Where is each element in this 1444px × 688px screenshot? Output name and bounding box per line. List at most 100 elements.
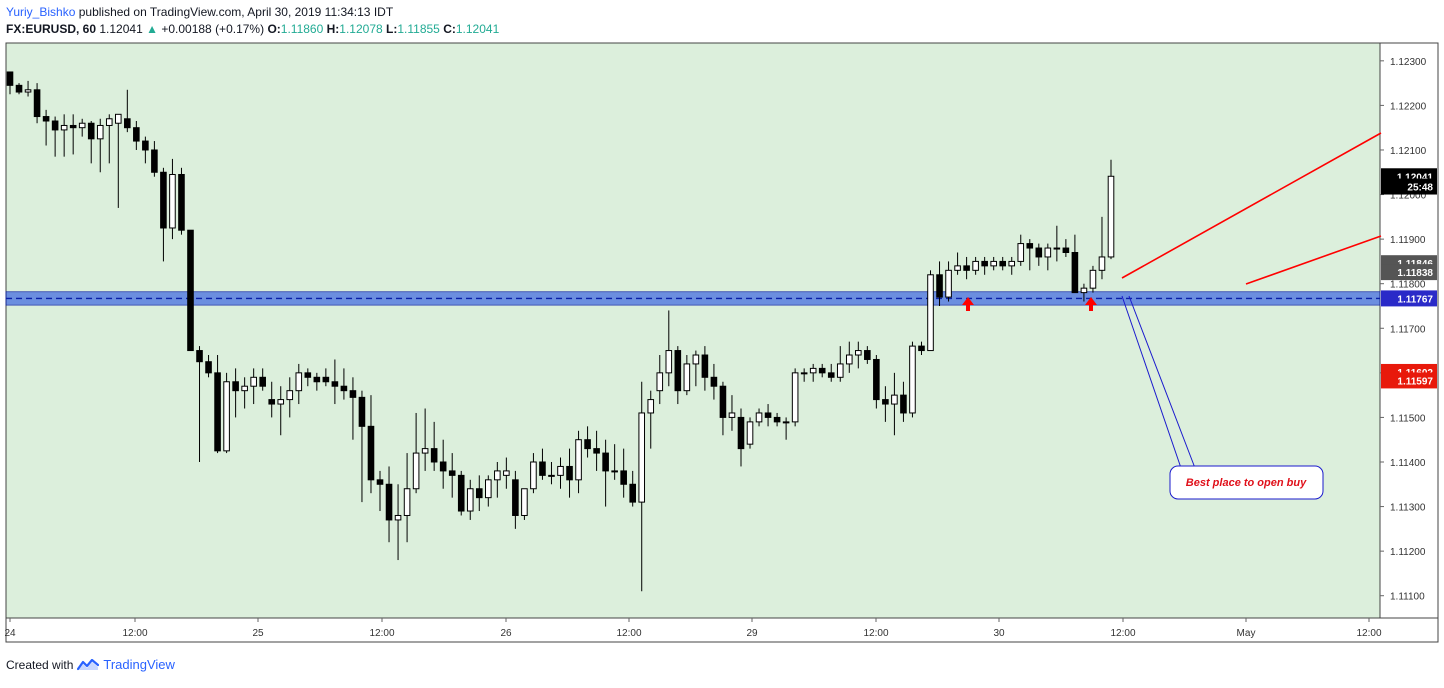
x-tick-label: 30 <box>993 628 1005 639</box>
candle <box>827 372 835 378</box>
price-change: +0.00188 (+0.17%) <box>161 22 265 36</box>
candle <box>782 421 790 424</box>
candle <box>755 412 763 423</box>
candle <box>33 89 41 118</box>
candle <box>187 229 194 352</box>
candle <box>1098 256 1106 271</box>
candle <box>475 488 483 499</box>
candle <box>178 173 185 231</box>
candle <box>602 452 609 472</box>
last-price: 1.12041 <box>99 22 143 36</box>
candle <box>385 483 393 521</box>
candle <box>394 514 402 521</box>
publish-line: Yuriy_Bishko published on TradingView.co… <box>6 4 499 21</box>
candle <box>882 399 889 405</box>
y-tick-label: 1.11200 <box>1390 547 1426 558</box>
y-tick-label: 1.12000 <box>1390 191 1427 202</box>
price-label-bg <box>1381 178 1437 195</box>
x-tick-label: May <box>1237 628 1256 639</box>
candle <box>142 140 149 151</box>
candle <box>304 372 312 378</box>
tradingview-brand[interactable]: TradingView <box>103 657 175 672</box>
ohlc-line: FX:EURUSD, 60 1.12041 ▲ +0.00188 (+0.17%… <box>6 21 499 38</box>
candle <box>575 439 582 481</box>
candle <box>205 361 212 374</box>
y-tick-label: 1.11400 <box>1390 458 1426 469</box>
lower-trendline <box>1245 235 1382 285</box>
candle <box>1107 175 1115 258</box>
candle <box>1053 247 1061 250</box>
price-label-bg <box>1381 264 1437 281</box>
candle <box>791 372 799 423</box>
candle <box>160 171 167 229</box>
candle <box>539 461 546 476</box>
candle <box>521 488 528 516</box>
candle <box>1017 243 1025 262</box>
y-tick-label: 1.11800 <box>1390 280 1426 291</box>
candle <box>376 479 384 485</box>
candle <box>1026 243 1034 249</box>
candle <box>936 274 943 298</box>
y-tick-label: 1.12300 <box>1390 57 1427 68</box>
candle <box>818 367 826 374</box>
price-label: 1.11838 <box>1397 268 1433 279</box>
callout-box <box>1169 465 1324 500</box>
candle <box>331 381 339 387</box>
candle <box>286 390 294 401</box>
candle <box>737 416 745 450</box>
price-label: 1.12041 <box>1397 172 1434 183</box>
time-axis <box>5 617 1439 643</box>
candle <box>485 479 492 499</box>
candle <box>421 448 429 454</box>
candle <box>981 260 988 267</box>
candle <box>674 350 682 392</box>
candle <box>990 260 997 267</box>
candle <box>250 376 257 387</box>
candle <box>60 124 68 131</box>
candle <box>954 265 961 271</box>
candle <box>873 358 880 401</box>
candle <box>611 470 618 473</box>
y-tick-label: 1.11300 <box>1390 503 1426 514</box>
y-tick-label: 1.12200 <box>1390 101 1427 112</box>
candle <box>448 470 456 476</box>
tradingview-logo-icon <box>77 658 100 670</box>
candle <box>259 376 266 387</box>
candle <box>466 488 474 512</box>
low-label: L: <box>386 22 398 36</box>
up-arrow-icon <box>962 297 974 311</box>
close-value: 1.12041 <box>455 22 500 36</box>
candle <box>133 127 140 142</box>
candle <box>42 116 50 122</box>
candle <box>1044 247 1052 258</box>
price-label: 1.11767 <box>1397 294 1433 305</box>
x-tick-label: 12:00 <box>369 628 394 639</box>
y-tick-label: 1.11700 <box>1390 324 1426 335</box>
candle <box>710 376 718 387</box>
author-link[interactable]: Yuriy_Bishko <box>6 5 76 19</box>
candle <box>367 425 375 481</box>
candle <box>78 122 86 129</box>
low-value: 1.11855 <box>397 22 440 36</box>
candle <box>656 372 664 392</box>
up-arrow-icon <box>1085 297 1097 311</box>
candle <box>277 399 285 405</box>
x-tick-label: 12:00 <box>1110 628 1135 639</box>
candle <box>891 394 898 405</box>
candle <box>196 350 203 363</box>
candle <box>855 350 862 356</box>
y-tick-label: 1.12100 <box>1390 146 1427 157</box>
candle <box>593 448 600 454</box>
candle <box>999 260 1007 267</box>
candle <box>223 381 230 452</box>
candle <box>945 269 952 298</box>
callout-pointer <box>1121 295 1196 469</box>
y-tick-label: 1.11900 <box>1390 235 1426 246</box>
candle <box>845 354 853 365</box>
candle <box>584 439 591 450</box>
symbol-label: FX:EURUSD, 60 <box>6 22 97 36</box>
candle <box>96 124 104 140</box>
candle <box>963 265 970 271</box>
